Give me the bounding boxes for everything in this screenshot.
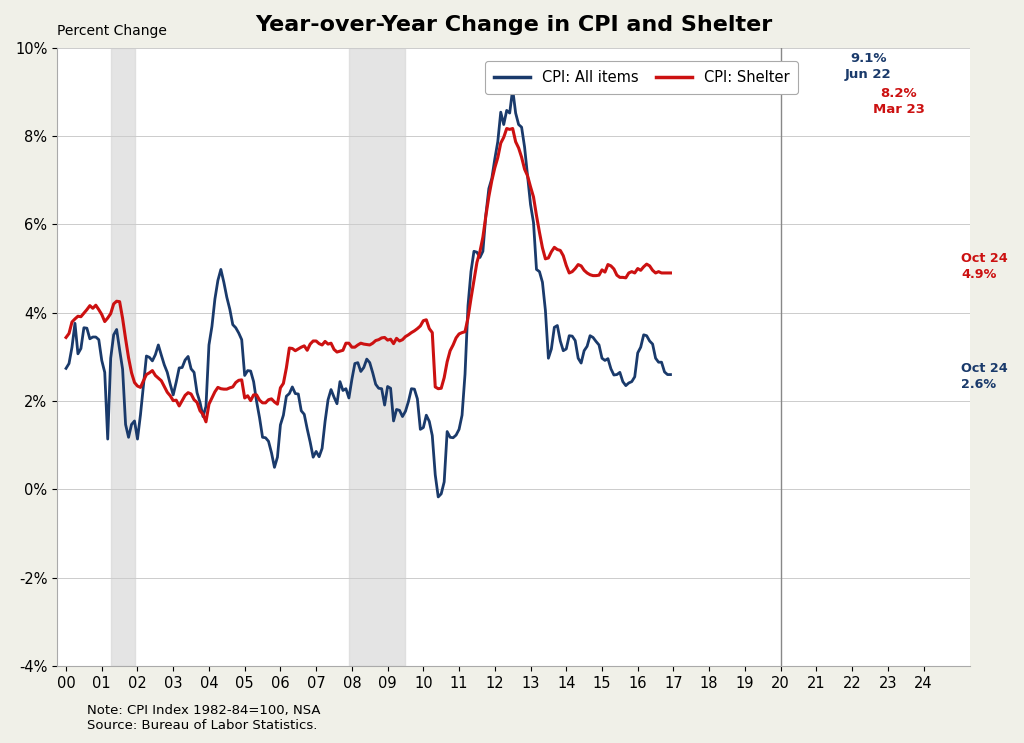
- CPI: All items: (2.02e+03, 2.6): All items: (2.02e+03, 2.6): [665, 370, 677, 379]
- CPI: All items: (2.01e+03, -0.17): All items: (2.01e+03, -0.17): [432, 493, 444, 502]
- CPI: Shelter: (2.01e+03, 7.73): Shelter: (2.01e+03, 7.73): [512, 143, 524, 152]
- Text: Oct 24
4.9%: Oct 24 4.9%: [962, 252, 1008, 281]
- CPI: Shelter: (2.01e+03, 8.17): Shelter: (2.01e+03, 8.17): [501, 124, 513, 133]
- Title: Year-over-Year Change in CPI and Shelter: Year-over-Year Change in CPI and Shelter: [255, 15, 772, 35]
- CPI: All items: (2.01e+03, 2.87): All items: (2.01e+03, 2.87): [364, 358, 376, 367]
- CPI: All items: (2e+03, 1.47): All items: (2e+03, 1.47): [125, 420, 137, 429]
- CPI: Shelter: (2.01e+03, 3.44): Shelter: (2.01e+03, 3.44): [379, 333, 391, 342]
- CPI: All items: (2.01e+03, 9.06): All items: (2.01e+03, 9.06): [507, 85, 519, 94]
- CPI: Shelter: (2e+03, 3.44): Shelter: (2e+03, 3.44): [59, 333, 72, 342]
- Bar: [111, 48, 134, 666]
- CPI: Shelter: (2e+03, 2.64): Shelter: (2e+03, 2.64): [125, 369, 137, 377]
- CPI: All items: (2e+03, 4.35): All items: (2e+03, 4.35): [221, 293, 233, 302]
- CPI: Shelter: (2e+03, 1.53): Shelter: (2e+03, 1.53): [200, 418, 212, 426]
- Text: 9.1%
Jun 22: 9.1% Jun 22: [845, 52, 892, 81]
- Text: 8.2%
Mar 23: 8.2% Mar 23: [872, 87, 925, 116]
- Line: CPI: All items: CPI: All items: [66, 89, 671, 497]
- Text: Oct 24
2.6%: Oct 24 2.6%: [962, 363, 1008, 392]
- CPI: All items: (2e+03, 2.65): All items: (2e+03, 2.65): [161, 368, 173, 377]
- Text: Percent Change: Percent Change: [57, 25, 167, 39]
- CPI: Shelter: (2e+03, 2.2): Shelter: (2e+03, 2.2): [161, 388, 173, 397]
- CPI: Shelter: (2.01e+03, 3.31): Shelter: (2.01e+03, 3.31): [367, 339, 379, 348]
- CPI: Shelter: (2.02e+03, 4.9): Shelter: (2.02e+03, 4.9): [665, 268, 677, 277]
- CPI: All items: (2.01e+03, 8.26): All items: (2.01e+03, 8.26): [512, 120, 524, 129]
- CPI: All items: (2e+03, 2.74): All items: (2e+03, 2.74): [59, 364, 72, 373]
- Legend: CPI: All items, CPI: Shelter: CPI: All items, CPI: Shelter: [485, 61, 799, 94]
- Text: Note: CPI Index 1982-84=100, NSA
Source: Bureau of Labor Statistics.: Note: CPI Index 1982-84=100, NSA Source:…: [87, 704, 321, 732]
- Line: CPI: Shelter: CPI: Shelter: [66, 129, 671, 422]
- CPI: Shelter: (2e+03, 2.3): Shelter: (2e+03, 2.3): [223, 383, 236, 392]
- CPI: All items: (2.01e+03, 2.28): All items: (2.01e+03, 2.28): [376, 384, 388, 393]
- Bar: [349, 48, 406, 666]
